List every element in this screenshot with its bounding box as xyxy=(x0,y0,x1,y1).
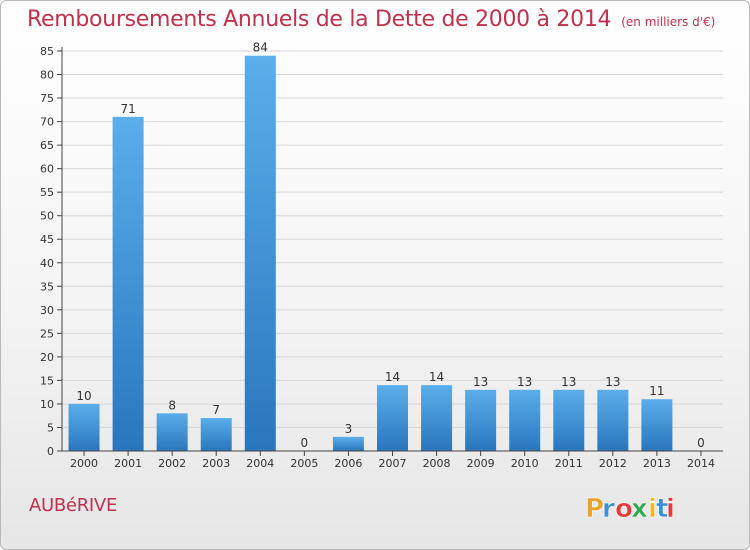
bar-2011 xyxy=(553,389,585,451)
bar-value-label: 84 xyxy=(253,41,268,55)
logo-letter: x xyxy=(631,494,648,524)
bar-value-label: 0 xyxy=(697,436,705,450)
bar-value-label: 10 xyxy=(76,389,91,403)
logo-letter: r xyxy=(602,494,615,524)
logo-letter: t xyxy=(656,494,668,524)
bar-2002 xyxy=(156,413,188,451)
bar-value-label: 13 xyxy=(473,375,488,389)
x-tick-label: 2014 xyxy=(687,457,715,470)
bars xyxy=(68,55,673,452)
x-tick-label: 2009 xyxy=(467,457,495,470)
bar-2004 xyxy=(244,55,276,452)
logo-letter: P xyxy=(585,494,604,524)
proxiti-logo-graphic: Pr ox i ti xyxy=(585,494,676,525)
y-tick-label: 60 xyxy=(40,163,54,176)
y-tick-label: 30 xyxy=(40,304,54,317)
y-tick-label: 75 xyxy=(40,92,54,105)
commune-name: AUBéRIVE xyxy=(29,495,118,516)
chart-subtitle: (en milliers d'€) xyxy=(621,15,716,29)
x-tick-label: 2011 xyxy=(555,457,583,470)
bar-2012 xyxy=(597,389,629,451)
x-tick-label: 2013 xyxy=(643,457,671,470)
y-tick-label: 85 xyxy=(40,45,54,58)
x-tick-label: 2000 xyxy=(70,457,98,470)
logo-letter: o xyxy=(615,494,633,524)
axes xyxy=(57,47,723,456)
x-tick-label: 2007 xyxy=(379,457,407,470)
x-tick-label: 2010 xyxy=(511,457,539,470)
x-tick-label: 2001 xyxy=(114,457,142,470)
y-tick-label: 35 xyxy=(40,280,54,293)
bar-value-label: 13 xyxy=(561,375,576,389)
bar-2009 xyxy=(465,389,497,451)
bar-value-label: 0 xyxy=(301,436,309,450)
y-tick-label: 15 xyxy=(40,374,54,387)
bar-value-label: 7 xyxy=(212,403,220,417)
y-tick-label: 5 xyxy=(47,421,54,434)
bar-2006 xyxy=(332,436,364,451)
y-tick-label: 10 xyxy=(40,398,54,411)
y-tick-label: 40 xyxy=(40,257,54,270)
bar-value-label: 14 xyxy=(429,370,444,384)
bar-2013 xyxy=(641,399,673,451)
bar-value-label: 14 xyxy=(385,370,400,384)
bar-value-label: 3 xyxy=(345,422,353,436)
y-tick-label: 0 xyxy=(47,445,54,458)
bar-value-label: 13 xyxy=(517,375,532,389)
y-tick-label: 65 xyxy=(40,139,54,152)
bar-value-label: 11 xyxy=(649,384,664,398)
bar-2003 xyxy=(200,418,232,451)
logo-letter: i xyxy=(648,494,657,524)
bar-2007 xyxy=(377,385,408,451)
labels: 0510152025303540455055606570758085102000… xyxy=(40,41,715,470)
chart-title-text: Remboursements Annuels de la Dette de 20… xyxy=(27,7,612,32)
y-tick-label: 50 xyxy=(40,210,54,223)
y-tick-label: 25 xyxy=(40,327,54,340)
x-tick-label: 2006 xyxy=(334,457,362,470)
x-tick-label: 2012 xyxy=(599,457,627,470)
y-tick-label: 45 xyxy=(40,233,54,246)
bar-2008 xyxy=(421,385,453,451)
x-tick-label: 2004 xyxy=(246,457,274,470)
x-tick-label: 2003 xyxy=(202,457,230,470)
bar-2001 xyxy=(112,116,144,451)
logo-letter: i xyxy=(666,494,675,524)
y-tick-label: 80 xyxy=(40,69,54,82)
bar-2000 xyxy=(68,403,100,451)
chart-title: Remboursements Annuels de la Dette de 20… xyxy=(27,7,715,32)
y-tick-label: 55 xyxy=(40,186,54,199)
x-tick-label: 2008 xyxy=(423,457,451,470)
y-tick-label: 20 xyxy=(40,351,54,364)
bar-value-label: 13 xyxy=(605,375,620,389)
bar-value-label: 71 xyxy=(120,102,135,116)
y-tick-label: 70 xyxy=(40,116,54,129)
bar-2010 xyxy=(509,389,541,451)
bar-value-label: 8 xyxy=(168,398,176,412)
x-tick-label: 2002 xyxy=(158,457,186,470)
x-tick-label: 2005 xyxy=(290,457,318,470)
